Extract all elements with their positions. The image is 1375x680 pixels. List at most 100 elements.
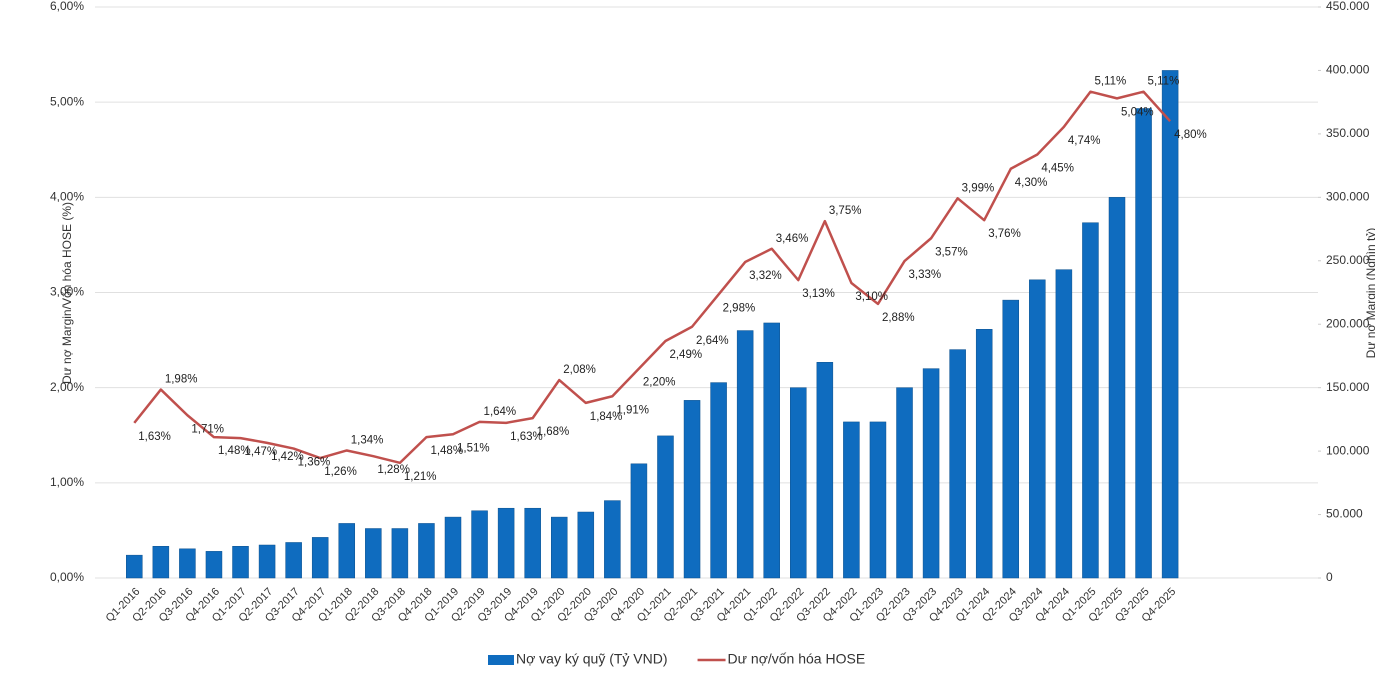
bar (763, 322, 780, 579)
bar (1161, 70, 1179, 579)
y-tick-label: 2,00% (50, 380, 84, 394)
data-label: 1,64% (484, 406, 517, 418)
data-label: 2,20% (643, 377, 676, 389)
y2-axis-label: Dư nợ Margin (Nghìn tỷ) (1364, 228, 1375, 359)
bar (869, 421, 887, 579)
data-label: 5,04% (1121, 106, 1154, 118)
data-label: 1,63% (510, 431, 543, 443)
bar (710, 382, 727, 579)
bar (550, 516, 568, 579)
y-axis-label: Dư nợ Margin/Vốn hóa HOSE (%) (60, 202, 74, 384)
bar (896, 387, 913, 579)
bar (843, 421, 860, 579)
data-label: 1,98% (165, 374, 198, 386)
bar (285, 542, 302, 579)
data-label: 1,34% (351, 435, 384, 447)
bar (152, 546, 170, 579)
data-label: 3,32% (749, 270, 782, 282)
bar (205, 551, 223, 579)
bar (497, 507, 515, 579)
data-label: 3,10% (855, 291, 888, 303)
data-label: 1,21% (404, 471, 437, 483)
bar (683, 400, 701, 579)
data-label: 5,11% (1094, 76, 1126, 88)
data-label: 3,75% (829, 205, 862, 217)
bar (391, 528, 409, 579)
data-label: 1,84% (590, 411, 623, 423)
bar (471, 510, 488, 579)
data-label: 1,48% (430, 445, 463, 457)
bar (179, 548, 196, 579)
bar (1108, 197, 1126, 579)
data-label: 1,91% (616, 404, 649, 416)
data-label: 1,28% (377, 464, 410, 476)
y-tick-label: 4,00% (50, 190, 84, 204)
data-label: 4,74% (1068, 135, 1101, 147)
data-label: 1,47% (245, 446, 278, 458)
y2-tick-label: 50.000 (1326, 507, 1363, 521)
bar (232, 546, 249, 579)
data-label: 5,11% (1148, 76, 1180, 88)
bar (577, 511, 595, 579)
bar (258, 544, 276, 579)
data-label: 1,48% (218, 445, 251, 457)
legend-label: Nợ vay ký quỹ (Tỷ VND) (516, 651, 668, 667)
y2-tick-label: 400.000 (1326, 63, 1370, 77)
data-label: 2,49% (669, 349, 702, 361)
y2-tick-label: 300.000 (1326, 190, 1370, 204)
y-tick-label: 0,00% (50, 570, 84, 584)
legend-label: Dư nợ/vốn hóa HOSE (728, 651, 866, 667)
data-label: 1,71% (191, 423, 224, 435)
data-label: 1,36% (298, 457, 331, 469)
y2-tick-label: 450.000 (1326, 0, 1370, 13)
y2-tick-label: 100.000 (1326, 443, 1370, 457)
data-label: 2,88% (882, 312, 915, 324)
bar (1055, 269, 1073, 579)
data-label: 2,98% (723, 302, 756, 314)
data-label: 1,26% (324, 466, 357, 478)
y2-tick-label: 200.000 (1326, 316, 1370, 330)
data-label: 1,51% (457, 442, 490, 454)
data-label: 3,33% (909, 269, 942, 281)
y2-tick-label: 0 (1326, 570, 1333, 584)
bar (790, 387, 807, 579)
bar (338, 523, 356, 579)
data-label: 2,64% (696, 335, 729, 347)
data-label: 3,76% (988, 228, 1021, 240)
bar (1082, 222, 1099, 579)
bar (949, 349, 966, 579)
y2-tick-label: 350.000 (1326, 126, 1370, 140)
data-label: 3,99% (962, 182, 995, 194)
data-label: 4,45% (1041, 163, 1074, 175)
data-label: 1,68% (537, 426, 570, 438)
bar (922, 368, 940, 579)
bar (604, 500, 621, 579)
data-label: 3,13% (802, 288, 835, 300)
bar (1135, 108, 1152, 579)
line (133, 90, 1172, 465)
data-label: 1,42% (271, 451, 304, 463)
y-tick-label: 3,00% (50, 285, 84, 299)
data-label: 4,30% (1015, 177, 1048, 189)
y-tick-label: 6,00% (50, 0, 84, 13)
bar (1002, 299, 1020, 579)
bar (311, 537, 329, 579)
bar (975, 329, 993, 579)
data-label: 3,46% (776, 233, 809, 245)
bar (630, 463, 648, 579)
y2-tick-label: 250.000 (1326, 253, 1370, 267)
bar (1029, 279, 1046, 579)
y2-tick-label: 150.000 (1326, 380, 1370, 394)
data-label: 4,80% (1174, 129, 1207, 141)
data-label: 2,08% (563, 364, 596, 376)
y-tick-label: 1,00% (50, 475, 84, 489)
legend-swatch (488, 655, 514, 665)
bar (524, 507, 541, 579)
bar (418, 523, 435, 579)
y-tick-label: 5,00% (50, 94, 84, 108)
bar (736, 330, 754, 579)
bar (444, 516, 462, 579)
data-label: 3,57% (935, 246, 968, 258)
